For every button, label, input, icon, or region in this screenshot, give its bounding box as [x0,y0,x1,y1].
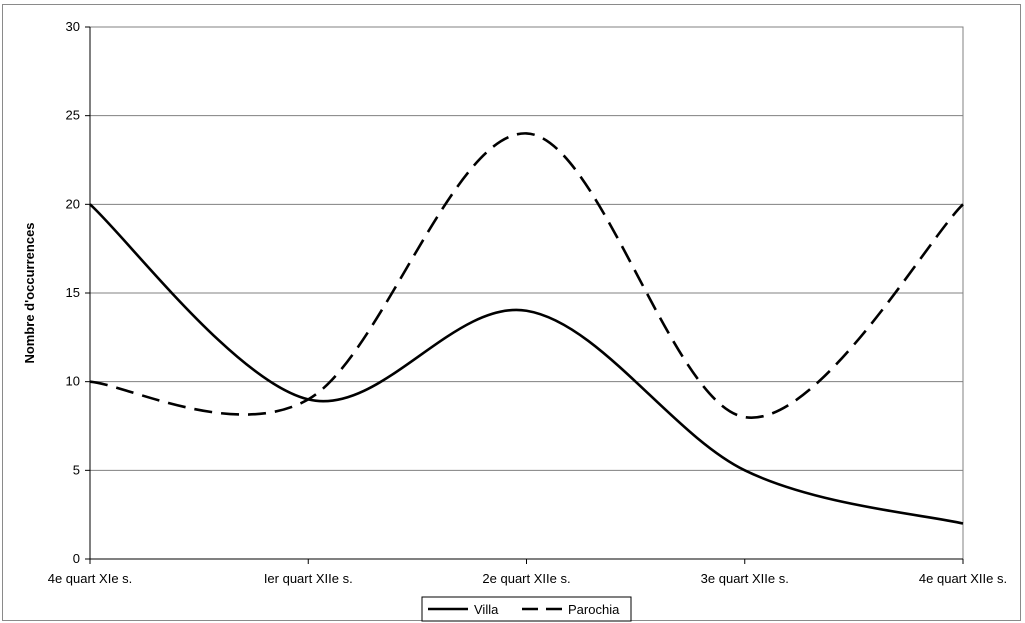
legend: Villa Parochia [421,596,632,622]
legend-label-villa: Villa [474,602,499,617]
y-axis-label: Nombre d'occurrences [22,222,37,363]
chart-frame [2,4,1021,621]
legend-label-parochia: Parochia [568,602,620,617]
y-tick-label: 15 [66,285,80,300]
y-tick-label: 0 [73,551,80,566]
series-line-parochia [89,132,964,419]
x-tick-label: 4e quart XIIe s. [919,571,1007,586]
y-tick-label: 30 [66,19,80,34]
y-tick-label: 25 [66,108,80,123]
x-tick-label: Ier quart XIIe s. [264,571,353,586]
series-line-villa [89,203,964,525]
y-tick-label: 20 [66,196,80,211]
x-tick-label: 4e quart XIe s. [48,571,133,586]
x-tick-label: 3e quart XIIe s. [701,571,789,586]
y-tick-label: 5 [73,462,80,477]
x-tick-label: 2e quart XIIe s. [482,571,570,586]
y-tick-label: 10 [66,374,80,389]
